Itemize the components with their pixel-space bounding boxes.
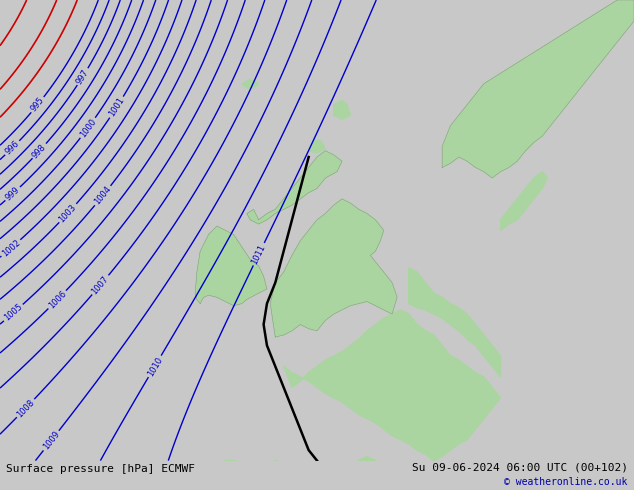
Text: 1011: 1011 [250,243,268,266]
Text: 996: 996 [4,139,21,157]
Polygon shape [270,199,397,337]
Text: 1003: 1003 [58,202,79,224]
Polygon shape [195,226,267,306]
Polygon shape [283,310,500,461]
Polygon shape [309,140,325,153]
Polygon shape [209,456,425,490]
Text: 998: 998 [30,142,48,160]
Polygon shape [500,172,547,230]
Text: 997: 997 [75,68,91,86]
Text: © weatheronline.co.uk: © weatheronline.co.uk [504,477,628,487]
Polygon shape [409,268,500,377]
Text: 1007: 1007 [90,274,111,296]
Text: 1009: 1009 [41,430,61,452]
Text: 1001: 1001 [107,96,126,119]
Text: 1005: 1005 [3,302,24,323]
Text: Su 09-06-2024 06:00 UTC (00+102): Su 09-06-2024 06:00 UTC (00+102) [411,463,628,473]
Polygon shape [247,151,342,224]
Text: Surface pressure [hPa] ECMWF: Surface pressure [hPa] ECMWF [6,465,195,474]
Text: 1002: 1002 [0,238,22,258]
Text: 1006: 1006 [47,289,68,310]
Text: 995: 995 [29,96,46,114]
Polygon shape [442,0,634,178]
Text: 1004: 1004 [93,185,113,207]
Text: 1010: 1010 [146,355,164,378]
Polygon shape [333,100,351,120]
Polygon shape [242,79,259,88]
Text: 999: 999 [4,185,22,202]
Text: 1008: 1008 [15,397,36,419]
Text: 1000: 1000 [78,117,98,139]
